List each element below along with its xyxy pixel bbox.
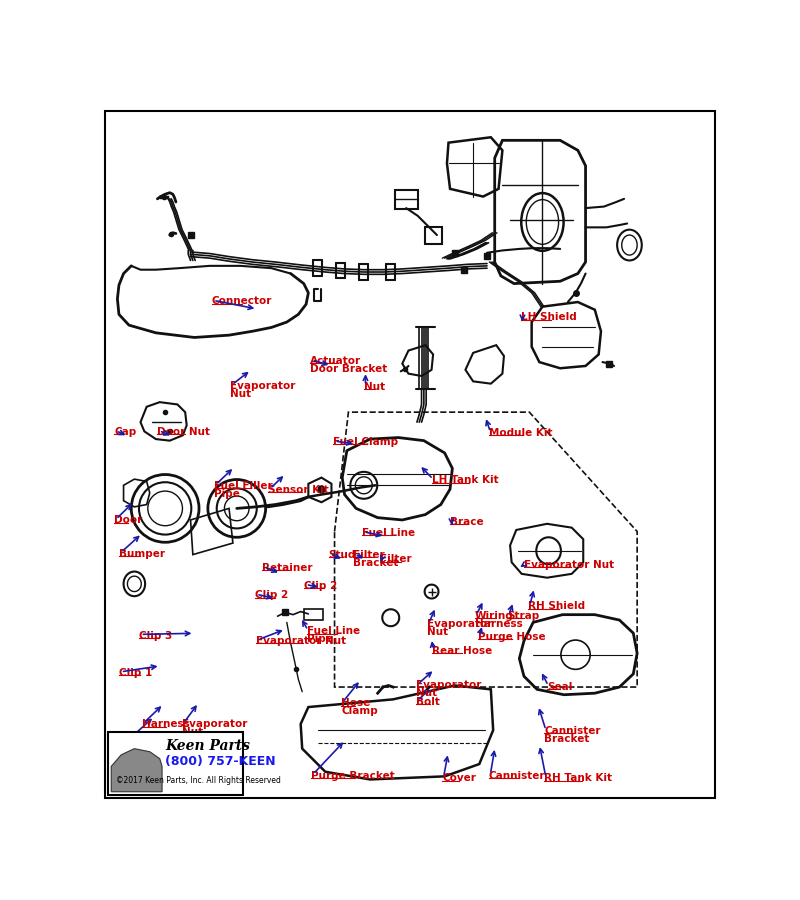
Text: Module Kit: Module Kit <box>489 428 552 438</box>
Text: Clamp: Clamp <box>341 706 378 716</box>
Text: Cap: Cap <box>114 427 137 436</box>
Text: Clip 1: Clip 1 <box>119 668 153 678</box>
Text: Actuator: Actuator <box>310 356 362 366</box>
Text: Sensor Kit: Sensor Kit <box>268 485 329 495</box>
Bar <box>394 190 418 209</box>
Text: Bolt: Bolt <box>416 698 440 707</box>
Text: Nut: Nut <box>416 688 438 698</box>
FancyBboxPatch shape <box>108 732 243 795</box>
Text: Cannister: Cannister <box>544 726 601 736</box>
Text: Door: Door <box>114 516 142 526</box>
Text: (800) 757-KEEN: (800) 757-KEEN <box>165 755 276 768</box>
Text: Nut: Nut <box>182 727 203 737</box>
Text: Clip 2: Clip 2 <box>254 590 288 600</box>
Text: Purge Hose: Purge Hose <box>478 632 546 642</box>
Text: Door Bracket: Door Bracket <box>310 364 387 374</box>
Text: Clip 2: Clip 2 <box>304 580 338 590</box>
Text: Nut: Nut <box>364 382 385 392</box>
Text: Nut: Nut <box>427 627 448 637</box>
Text: Cover: Cover <box>442 773 476 783</box>
Text: Evaporator Nut: Evaporator Nut <box>524 560 614 570</box>
Text: Fuel Line: Fuel Line <box>306 626 360 636</box>
Text: Pipe: Pipe <box>214 489 240 499</box>
Text: Retainer: Retainer <box>262 562 313 572</box>
Text: Bumper: Bumper <box>119 549 166 559</box>
Text: Cannister: Cannister <box>489 770 546 780</box>
Text: LH Shield: LH Shield <box>521 312 577 322</box>
Text: Seal: Seal <box>546 682 572 692</box>
Text: Connector: Connector <box>212 296 272 307</box>
Text: Harness: Harness <box>142 719 190 729</box>
Text: Door Nut: Door Nut <box>158 427 210 436</box>
Text: Evaporator: Evaporator <box>416 680 482 690</box>
Text: Keen Parts: Keen Parts <box>165 740 250 753</box>
Text: Nut: Nut <box>230 389 251 399</box>
Text: Bracket: Bracket <box>354 558 398 568</box>
Text: Purge Bracket: Purge Bracket <box>311 770 395 780</box>
Text: Evaporator Nut: Evaporator Nut <box>256 636 346 646</box>
Text: Hose: Hose <box>341 698 370 708</box>
Text: Filter: Filter <box>381 554 412 564</box>
Text: Evaporator: Evaporator <box>182 719 247 729</box>
Text: Clip 3: Clip 3 <box>139 631 172 641</box>
Text: Fuel Filler: Fuel Filler <box>214 481 273 491</box>
Text: Front Hose: Front Hose <box>119 742 183 752</box>
Text: Stud: Stud <box>329 550 356 560</box>
Text: Evaporator: Evaporator <box>427 619 493 629</box>
Text: LH Tank Kit: LH Tank Kit <box>431 475 498 485</box>
Text: Harness: Harness <box>474 619 522 629</box>
Text: Fuel Clamp: Fuel Clamp <box>333 437 398 447</box>
Text: Strap: Strap <box>507 611 539 621</box>
Text: Filter: Filter <box>354 550 385 560</box>
Polygon shape <box>111 749 162 792</box>
Text: Wiring: Wiring <box>474 611 514 621</box>
Text: Rear Hose: Rear Hose <box>431 646 492 656</box>
Text: Bracket: Bracket <box>544 734 590 744</box>
Text: RH Tank Kit: RH Tank Kit <box>544 773 612 783</box>
Text: RH Shield: RH Shield <box>528 601 586 611</box>
Text: ©2017 Keen Parts, Inc. All Rights Reserved: ©2017 Keen Parts, Inc. All Rights Reserv… <box>116 777 281 786</box>
Text: Brace: Brace <box>450 517 484 526</box>
Text: Fuel Line: Fuel Line <box>362 528 415 538</box>
Bar <box>426 228 442 244</box>
Text: Evaporator: Evaporator <box>230 381 295 391</box>
Text: Pipe: Pipe <box>306 634 332 644</box>
Bar <box>304 608 323 620</box>
